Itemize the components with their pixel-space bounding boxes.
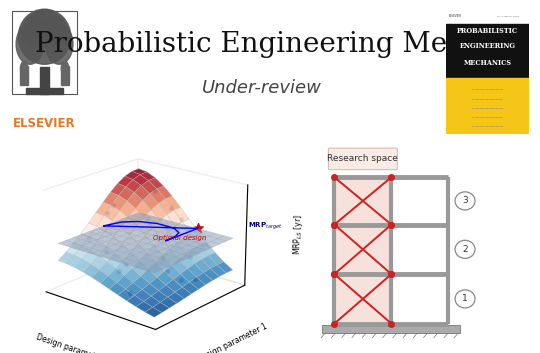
Text: 2: 2 [462, 245, 468, 254]
Text: 3: 3 [462, 196, 468, 205]
Ellipse shape [62, 61, 69, 76]
Text: 1: 1 [462, 294, 468, 303]
Text: Research space: Research space [327, 154, 399, 163]
Text: ────────────────────────: ──────────────────────── [472, 117, 502, 118]
Circle shape [455, 192, 475, 210]
Bar [334, 177, 392, 225]
Text: ENGINEERING: ENGINEERING [460, 42, 515, 50]
Bar [62, 66, 69, 85]
Text: ─────────────────────────: ───────────────────────── [472, 126, 503, 127]
Text: ─────────────────────────: ───────────────────────── [472, 90, 503, 91]
Bar [21, 66, 28, 85]
X-axis label: Design parameter 2: Design parameter 2 [35, 333, 111, 353]
Bar [446, 24, 529, 78]
Ellipse shape [21, 61, 28, 76]
Text: Under-review: Under-review [202, 79, 322, 97]
Ellipse shape [16, 24, 44, 64]
Y-axis label: Design parameter 1: Design parameter 1 [196, 322, 269, 353]
Circle shape [455, 290, 475, 308]
Ellipse shape [45, 24, 73, 64]
Ellipse shape [18, 9, 71, 64]
Bar [446, 9, 529, 24]
Text: ELSEVIER: ELSEVIER [14, 117, 76, 130]
Text: ────────────────────────: ──────────────────────── [472, 100, 502, 101]
Bar [334, 274, 392, 324]
Ellipse shape [45, 16, 66, 45]
FancyBboxPatch shape [328, 148, 397, 170]
Bar [26, 88, 63, 94]
Bar [334, 225, 392, 274]
Text: Probabilistic Engineering Mech.: Probabilistic Engineering Mech. [35, 31, 489, 58]
Bar [446, 78, 529, 134]
Text: PROBABILISTIC: PROBABILISTIC [457, 28, 518, 35]
Ellipse shape [28, 10, 61, 40]
Ellipse shape [23, 16, 45, 45]
Circle shape [455, 240, 475, 258]
Bar [322, 325, 460, 333]
Text: ELSEVIER: ELSEVIER [449, 14, 462, 18]
Text: Vol. X, Issue X, XXXX: Vol. X, Issue X, XXXX [497, 16, 519, 17]
Bar [12, 11, 77, 94]
Text: MECHANICS: MECHANICS [463, 59, 511, 67]
Bar [40, 67, 49, 94]
